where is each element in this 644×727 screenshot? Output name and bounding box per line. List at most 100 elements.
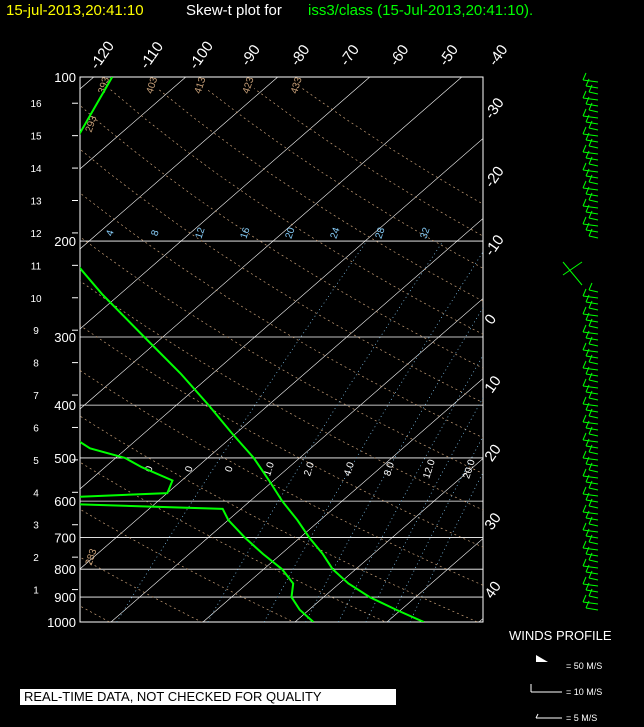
- wind-flag-304: [585, 294, 590, 303]
- wind-barb-376: [585, 373, 599, 377]
- legend-pennant-icon: [536, 655, 548, 662]
- wind-flag-418: [588, 408, 593, 417]
- wind-barb-478: [582, 475, 599, 479]
- dry-adiabat-303: [80, 461, 387, 622]
- dry-adiabat-353: [80, 236, 483, 474]
- mixing-ratio-label-28: 28: [374, 226, 388, 240]
- wind-barb-526: [588, 523, 599, 527]
- isotherm-30: [386, 538, 483, 622]
- isotherm--40: [80, 77, 370, 330]
- winds-profile-title: WINDS PROFILE: [509, 628, 612, 643]
- height-label-13: 13: [30, 196, 42, 207]
- wind-barb-334: [582, 331, 599, 335]
- moist-label-5: 4.0: [342, 461, 357, 478]
- wind-barb-568: [582, 565, 599, 569]
- wind-barb-202: [588, 199, 599, 203]
- moist-label-8: 20.0: [461, 458, 478, 480]
- wind-flag-568: [582, 558, 587, 567]
- wind-flag-406: [582, 396, 587, 405]
- isotherm--80: [0, 77, 2, 622]
- wind-flag-430: [585, 420, 590, 429]
- wind-flag-112: [588, 102, 593, 111]
- height-label-8: 8: [33, 359, 39, 370]
- wind-flag-226: [582, 216, 587, 225]
- wind-flag-466: [585, 456, 590, 465]
- wind-barb-130: [588, 127, 599, 131]
- wind-barb-586: [582, 583, 599, 587]
- wind-barb-484: [585, 481, 599, 485]
- top-temp-label-7: -50: [436, 42, 462, 70]
- height-label-11: 11: [31, 261, 42, 272]
- wind-flag-382: [588, 372, 593, 381]
- dry-adiabat-333: [80, 325, 483, 548]
- wind-barb-532: [582, 529, 599, 533]
- wind-flag-352: [582, 342, 587, 351]
- wind-barb-550: [582, 547, 599, 551]
- wind-flag-532: [582, 522, 587, 531]
- wind-flag-232: [585, 222, 590, 231]
- mixing-ratio-32: [409, 471, 483, 622]
- isotherm-10: [202, 378, 483, 622]
- wind-flag-478: [582, 468, 587, 477]
- mixing-ratio-label-24: 24: [329, 226, 343, 240]
- wind-flag-604: [582, 594, 587, 603]
- wind-barb-442: [582, 439, 599, 443]
- isotherm--30: [80, 77, 462, 410]
- wind-barb-610: [585, 607, 599, 611]
- wind-flag-364: [588, 354, 593, 363]
- isotherm-40: [478, 618, 483, 622]
- title-date: 15-jul-2013,20:41:10: [6, 2, 144, 19]
- wind-flag-520: [585, 510, 590, 519]
- mixing-ratio-28: [388, 435, 483, 622]
- wind-flag-88: [585, 78, 590, 87]
- wind-flag-238: [588, 228, 593, 237]
- dry-adiabat-383: [80, 104, 483, 369]
- dry-adiabat-label-403: 403: [145, 75, 161, 95]
- wind-flag-202: [588, 192, 593, 201]
- wind-barb-82: [582, 79, 599, 83]
- wind-flag-130: [588, 120, 593, 129]
- wind-barb-160: [585, 157, 599, 161]
- wind-barb-316: [582, 313, 599, 317]
- height-label-4: 4: [33, 488, 39, 499]
- top-temp-label-3: -90: [238, 42, 264, 70]
- wind-barb-322: [585, 319, 599, 323]
- wind-flag-610: [585, 600, 590, 609]
- top-temp-label-0: -120: [87, 38, 118, 72]
- moist-label-0: 0: [144, 464, 156, 473]
- wind-barb-328: [588, 325, 599, 329]
- wind-barb-346: [588, 343, 599, 347]
- wind-barb-232: [585, 229, 599, 233]
- wind-barb-88: [585, 85, 599, 89]
- mixing-ratio-label-8: 8: [150, 228, 162, 237]
- mixing-ratio-8: [207, 240, 444, 622]
- plot-frame: [79, 76, 484, 623]
- wind-flag-502: [585, 492, 590, 501]
- mixing-ratio-12: [263, 251, 483, 622]
- wind-flag-442: [582, 432, 587, 441]
- wind-barb-166: [588, 163, 599, 167]
- wind-flag-424: [582, 414, 587, 423]
- wind-flag-448: [585, 438, 590, 447]
- wind-spike-2: [562, 261, 583, 286]
- wind-flag-598: [588, 588, 593, 597]
- wind-barb-580: [588, 577, 599, 581]
- wind-barb-430: [585, 427, 599, 431]
- height-label-10: 10: [30, 294, 42, 305]
- wind-flag-388: [582, 378, 587, 387]
- wind-flag-316: [582, 306, 587, 315]
- wind-flag-208: [582, 198, 587, 207]
- quality-note: REAL-TIME DATA, NOT CHECKED FOR QUALITY: [20, 689, 396, 705]
- top-temp-label-1: -110: [137, 39, 168, 72]
- wind-flag-196: [585, 186, 590, 195]
- wind-barb-556: [585, 553, 599, 557]
- moist-label-1: 0: [184, 464, 196, 473]
- wind-flag-94: [588, 84, 593, 93]
- isotherm-50: [571, 77, 644, 622]
- wind-flag-190: [582, 180, 587, 189]
- height-label-15: 15: [30, 132, 42, 143]
- wind-flag-310: [588, 300, 593, 309]
- wind-barb-148: [588, 145, 599, 149]
